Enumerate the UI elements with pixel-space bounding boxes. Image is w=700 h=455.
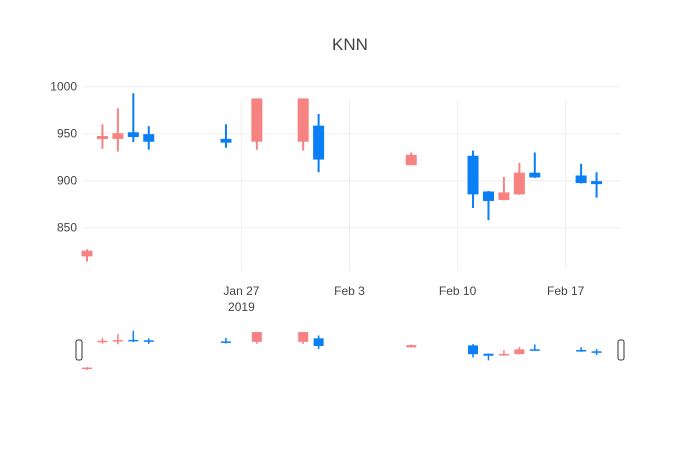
candle-decreasing[interactable] bbox=[498, 176, 510, 201]
y-tick-label: 1000 bbox=[50, 80, 77, 94]
candle-increasing[interactable] bbox=[127, 93, 139, 143]
candle-body bbox=[127, 132, 139, 138]
x-tick-label: Feb 17 bbox=[547, 284, 585, 298]
mini-candle bbox=[529, 344, 540, 351]
candle-body bbox=[96, 136, 108, 140]
candle-body bbox=[575, 175, 587, 184]
mini-candle bbox=[483, 353, 494, 361]
candle-increasing[interactable] bbox=[143, 126, 155, 150]
candle-increasing[interactable] bbox=[575, 163, 587, 184]
candle-body bbox=[513, 172, 525, 195]
candle-body bbox=[297, 98, 309, 142]
candle-increasing[interactable] bbox=[467, 150, 479, 208]
candle-body bbox=[529, 172, 541, 178]
candle-increasing[interactable] bbox=[591, 172, 603, 198]
y-axis: 850 900 950 1000 bbox=[50, 80, 77, 235]
mini-candle bbox=[468, 344, 479, 358]
candle-decreasing[interactable] bbox=[112, 108, 124, 152]
y-tick-label: 850 bbox=[57, 221, 77, 235]
mini-candle bbox=[143, 338, 154, 344]
mini-candle bbox=[313, 335, 324, 350]
mini-candle bbox=[576, 347, 587, 352]
candle-body bbox=[467, 155, 479, 195]
candle-body bbox=[482, 191, 494, 201]
x-tick-label: Jan 27 bbox=[223, 284, 259, 298]
range-slider[interactable] bbox=[75, 330, 625, 371]
candle-increasing[interactable] bbox=[482, 191, 494, 221]
mini-candle bbox=[97, 337, 108, 344]
candle-decreasing[interactable] bbox=[81, 249, 93, 262]
mini-candle bbox=[82, 367, 92, 371]
y-tick-label: 900 bbox=[57, 174, 77, 188]
mini-candle bbox=[128, 330, 139, 343]
mini-candle bbox=[112, 334, 123, 345]
x-tick-sublabel: 2019 bbox=[228, 300, 255, 314]
candle-body bbox=[405, 154, 417, 166]
candle-increasing[interactable] bbox=[220, 124, 232, 148]
range-slider-left-handle[interactable] bbox=[75, 339, 83, 361]
candle-body bbox=[81, 250, 93, 257]
candle-body bbox=[498, 192, 510, 200]
candle-decreasing[interactable] bbox=[297, 98, 309, 151]
x-tick-label: Feb 3 bbox=[334, 284, 365, 298]
chart-title: KNN bbox=[332, 35, 368, 54]
candle-body bbox=[220, 138, 232, 143]
mini-candle bbox=[514, 346, 525, 355]
candle-decreasing[interactable] bbox=[513, 162, 525, 195]
candles bbox=[81, 93, 603, 262]
x-tick-label: Feb 10 bbox=[439, 284, 477, 298]
candle-body bbox=[112, 133, 124, 139]
candle-decreasing[interactable] bbox=[405, 152, 417, 166]
mini-candle bbox=[498, 350, 509, 356]
candle-body bbox=[591, 181, 603, 185]
candle-decreasing[interactable] bbox=[96, 124, 108, 149]
candle-body bbox=[251, 98, 263, 142]
candle-increasing[interactable] bbox=[529, 152, 541, 178]
mini-candle bbox=[298, 331, 309, 345]
candle-body bbox=[313, 125, 325, 160]
candle-increasing[interactable] bbox=[313, 113, 325, 173]
candle-decreasing[interactable] bbox=[251, 98, 263, 150]
y-tick-label: 950 bbox=[57, 127, 77, 141]
mini-candle bbox=[406, 344, 417, 348]
grid bbox=[83, 86, 620, 270]
range-slider-track[interactable] bbox=[80, 330, 621, 370]
x-axis: Jan 27 2019 Feb 3 Feb 10 Feb 17 bbox=[223, 284, 584, 314]
mini-candle bbox=[591, 349, 602, 356]
mini-candle bbox=[251, 331, 262, 344]
mini-candle bbox=[220, 337, 231, 344]
candle-body bbox=[143, 134, 155, 142]
range-slider-right-handle[interactable] bbox=[617, 339, 625, 361]
